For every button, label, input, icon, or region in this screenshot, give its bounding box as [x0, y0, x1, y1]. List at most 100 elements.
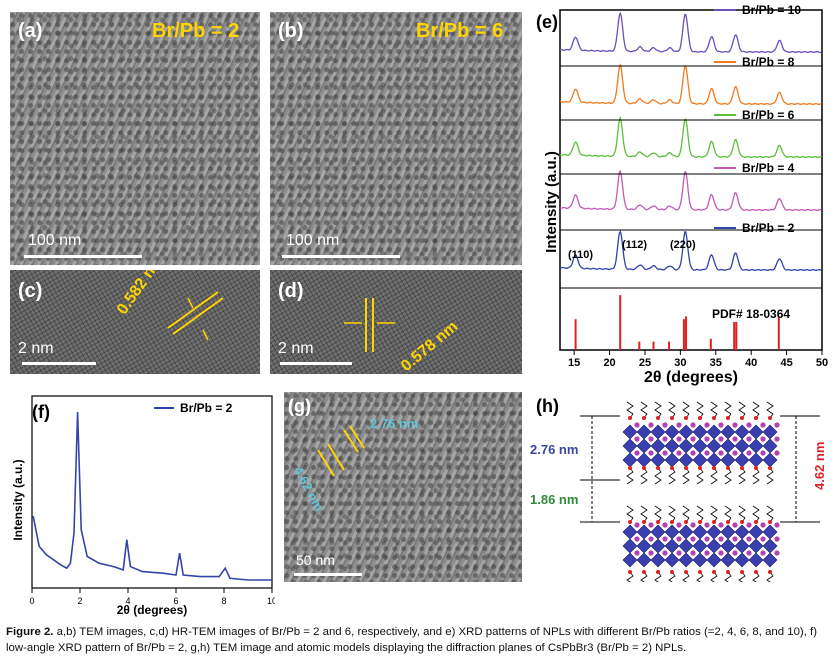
octahedron [664, 552, 680, 568]
oxygen-atom [768, 416, 772, 420]
cs-atom [690, 536, 696, 542]
cs-atom [704, 450, 710, 456]
octahedron [734, 438, 750, 454]
panel-c-label: (c) [18, 280, 43, 302]
ligand [626, 467, 634, 485]
oxygen-atom [684, 570, 688, 574]
octahedron [622, 552, 638, 568]
octahedron [636, 538, 652, 554]
ligand [738, 571, 746, 582]
cs-atom [634, 536, 640, 542]
panel-d-scalebar [280, 362, 352, 365]
oxygen-atom [628, 520, 632, 524]
oxygen-atom [698, 520, 702, 524]
octahedron [762, 438, 778, 454]
cs-atom [676, 550, 682, 556]
oxygen-atom [684, 520, 688, 524]
cs-atom [704, 422, 710, 428]
octahedron [678, 424, 694, 440]
ligand [668, 571, 676, 582]
cs-atom [690, 422, 696, 428]
ligand [626, 571, 634, 582]
octahedron [706, 552, 722, 568]
octahedron [678, 438, 694, 454]
ligand [766, 505, 774, 523]
panel-f-frame [31, 395, 273, 589]
octahedron [706, 538, 722, 554]
octahedron [678, 452, 694, 468]
cs-atom [774, 450, 780, 456]
oxygen-atom [768, 466, 772, 470]
octahedron [650, 424, 666, 440]
octahedron [692, 438, 708, 454]
cs-atom [648, 536, 654, 542]
oxygen-atom [670, 416, 674, 420]
oxygen-atom [684, 466, 688, 470]
ligand [724, 571, 732, 582]
panel-d-label: (d) [278, 280, 304, 302]
octahedron [664, 538, 680, 554]
oxygen-atom [740, 570, 744, 574]
cs-atom [718, 436, 724, 442]
cs-atom [732, 436, 738, 442]
panel-f-ylabel: Intensity (a.u.) [11, 459, 25, 540]
octahedron [664, 438, 680, 454]
octahedron [636, 424, 652, 440]
cs-atom [718, 550, 724, 556]
panel-e-peak-112: (112) [622, 239, 647, 251]
ligand [752, 571, 760, 582]
octahedron [706, 438, 722, 454]
oxygen-atom [642, 520, 646, 524]
octahedron [664, 424, 680, 440]
cs-atom [732, 422, 738, 428]
octahedron [720, 438, 736, 454]
panel-c-hrtem-image: (c) 0.582 nm 2 nm [10, 270, 260, 374]
panel-g-scale-label: 50 nm [296, 552, 335, 568]
ligand [682, 571, 690, 582]
oxygen-atom [670, 466, 674, 470]
panel-h-d2: 1.86 nm [530, 492, 578, 507]
cs-atom [662, 550, 668, 556]
cs-atom [662, 422, 668, 428]
oxygen-atom [698, 416, 702, 420]
cs-atom [746, 422, 752, 428]
panel-e-series-line-1 [559, 11, 822, 54]
cs-atom [634, 522, 640, 528]
panel-b-label: (b) [278, 20, 304, 42]
oxygen-atom [642, 416, 646, 420]
octahedron [720, 424, 736, 440]
panel-e-xtick-label: 50 [816, 357, 828, 369]
ligand [668, 505, 676, 523]
oxygen-atom [712, 466, 716, 470]
octahedron [650, 438, 666, 454]
cs-atom [718, 450, 724, 456]
panel-e-frame [559, 9, 823, 351]
ligand [710, 505, 718, 523]
octahedron [678, 538, 694, 554]
octahedron [720, 538, 736, 554]
panel-g-label: (g) [288, 396, 311, 416]
cs-atom [774, 536, 780, 542]
cs-atom [704, 536, 710, 542]
ligand [752, 505, 760, 523]
caption-figure-number: Figure 2. [6, 626, 54, 638]
octahedron [636, 438, 652, 454]
panel-b-scalebar [282, 255, 400, 258]
oxygen-atom [656, 416, 660, 420]
panel-e-series-line-4 [559, 169, 822, 211]
oxygen-atom [740, 520, 744, 524]
ligand [696, 505, 704, 523]
octahedron [762, 552, 778, 568]
octahedron [762, 424, 778, 440]
ligand [710, 571, 718, 582]
oxygen-atom [740, 466, 744, 470]
panel-a-label: (a) [18, 20, 43, 42]
cs-atom [676, 436, 682, 442]
octahedron [734, 452, 750, 468]
caption-text: a,b) TEM images, c,d) HR-TEM images of B… [6, 626, 817, 654]
panel-e-label: (e) [536, 12, 558, 32]
panel-e-peak-220: (220) [670, 239, 696, 251]
ligand [640, 505, 648, 523]
ligand [766, 401, 774, 419]
panel-f-xlabel: 2θ (degrees) [117, 603, 188, 617]
